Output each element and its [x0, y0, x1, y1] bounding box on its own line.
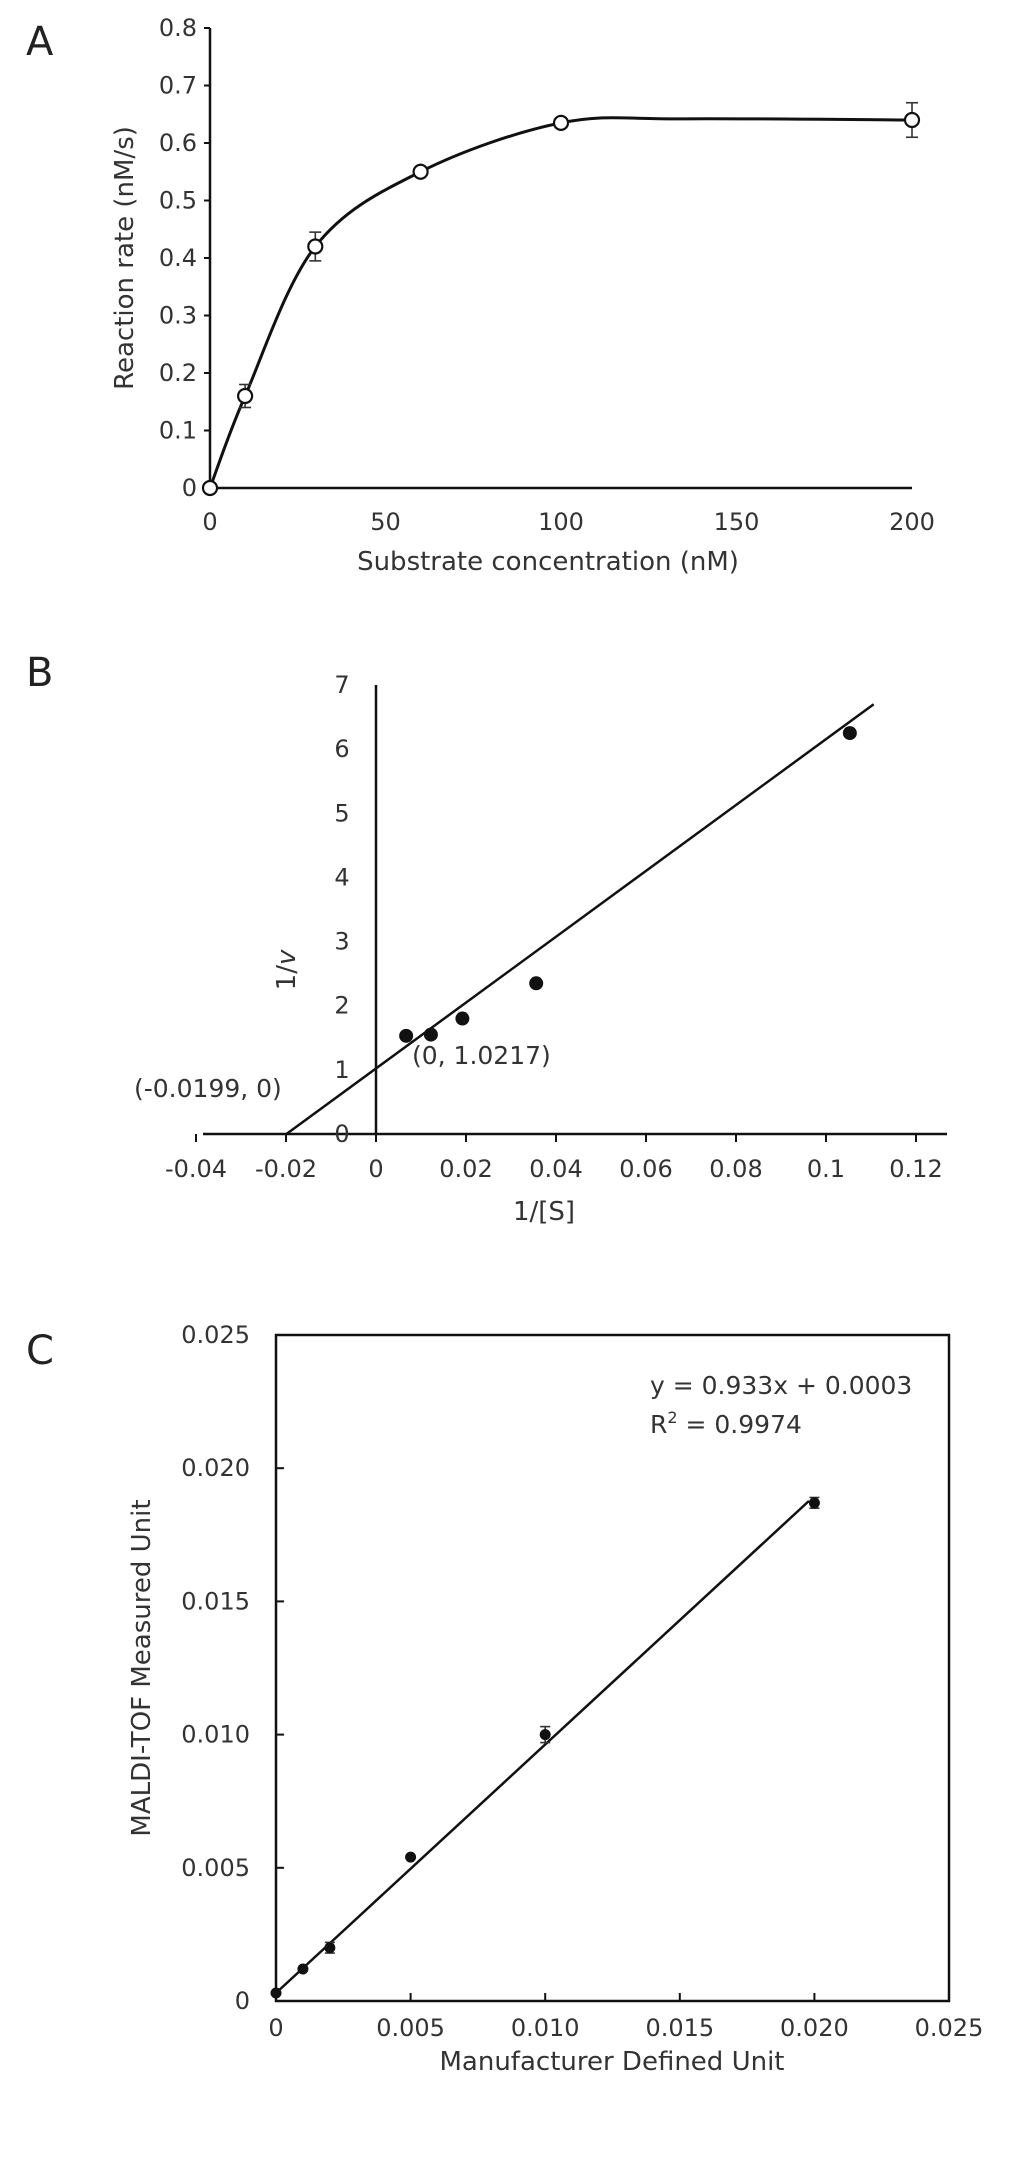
chart-a-point	[307, 238, 324, 255]
chart-c-x-tick-label: 0.005	[376, 2014, 445, 2042]
chart-c-y-label: MALDI-TOF Measured Unit	[127, 1499, 157, 1836]
chart-c-r2-sup: 2	[667, 1408, 677, 1427]
chart-b-y-tick-label: 5	[334, 799, 349, 827]
chart-b-point	[423, 1027, 438, 1042]
chart-b-y-tick-label: 4	[334, 863, 349, 891]
chart-c-fit-line	[275, 1499, 810, 1994]
chart-b-point	[399, 1028, 414, 1043]
chart-b-x-tick-label: 0.1	[807, 1155, 845, 1183]
chart-b-y-label-italic: v	[272, 949, 302, 965]
chart-c-point	[808, 1497, 820, 1509]
chart-c-y-tick-label: 0.010	[181, 1721, 250, 1749]
panel-label-a: A	[26, 19, 54, 65]
chart-c-point	[405, 1851, 417, 1863]
chart-b-y-tick-label: 3	[334, 928, 349, 956]
chart-a-x-tick-label: 50	[370, 508, 401, 536]
chart-b: B 0 1 2 3 4 5 6 7 -0.04 -0.02 0 0.02 0.04 0.06 0.08 0.1…	[26, 650, 947, 1227]
chart-a-y-tick-label: 0.6	[159, 129, 197, 157]
chart-c-point	[270, 1987, 282, 1999]
chart-a-x-tick-label: 150	[714, 508, 760, 536]
chart-c-point	[324, 1942, 336, 1954]
chart-a-point	[552, 114, 570, 131]
chart-c-r2: R2 = 0.9974	[650, 1408, 802, 1439]
chart-c-x-tick-label: 0.025	[915, 2014, 984, 2042]
panel-label-b: B	[26, 650, 53, 696]
chart-c: C 0 0.005 0.010 0.015 0.020 0.025 0 0.005 0.010 0…	[26, 1321, 983, 2077]
chart-c-y-tick-label: 0.020	[181, 1454, 250, 1482]
chart-b-annotation-x-intercept: (-0.0199, 0)	[134, 1074, 282, 1103]
chart-b-point	[529, 976, 544, 991]
chart-a-y-tick-label: 0.5	[159, 187, 197, 215]
chart-b-y-tick-label: 1	[334, 1056, 349, 1084]
chart-b-y-label: 1/v	[272, 949, 302, 990]
chart-b-x-tick-label: 0.02	[439, 1155, 492, 1183]
chart-a-x-label: Substrate concentration (nM)	[357, 547, 739, 577]
panel-label-c: C	[26, 1328, 54, 1374]
chart-a-fit-curve	[208, 116, 913, 489]
chart-a-y-tick-label: 0.2	[159, 359, 197, 387]
chart-b-y-tick-label: 0	[334, 1120, 349, 1148]
chart-c-equation: y = 0.933x + 0.0003	[650, 1371, 912, 1400]
chart-b-x-tick-label: 0.08	[709, 1155, 762, 1183]
chart-b-y-tick-label: 6	[334, 735, 349, 763]
chart-c-point	[297, 1963, 309, 1975]
chart-b-point	[842, 726, 857, 741]
chart-b-y-tick-label: 2	[334, 992, 349, 1020]
chart-a-y-tick-label: 0.3	[159, 302, 197, 330]
chart-c-point	[539, 1729, 551, 1741]
chart-c-x-tick-label: 0.015	[645, 2014, 714, 2042]
chart-b-y-label-prefix: 1/	[272, 965, 302, 991]
chart-b-x-label: 1/[S]	[513, 1197, 575, 1227]
chart-b-x-tick-label: -0.04	[165, 1155, 227, 1183]
chart-a-x-tick-label: 200	[889, 508, 935, 536]
chart-c-r2-prefix: R	[650, 1410, 667, 1439]
chart-a-y-tick-label: 0.8	[159, 14, 197, 42]
chart-b-x-tick-label: 0.06	[619, 1155, 672, 1183]
chart-c-y-tick-label: 0.015	[181, 1587, 250, 1615]
chart-a-point	[412, 163, 429, 180]
chart-c-r2-value: = 0.9974	[678, 1410, 802, 1439]
chart-c-y-tick-label: 0	[235, 1987, 250, 2015]
chart-b-x-tick-label: 0	[368, 1155, 383, 1183]
chart-b-annotation-y-intercept: (0, 1.0217)	[412, 1041, 551, 1070]
chart-c-y-tick-label: 0.025	[181, 1321, 250, 1349]
chart-b-x-tick-label: 0.12	[889, 1155, 942, 1183]
chart-c-x-label: Manufacturer Defined Unit	[439, 2047, 784, 2077]
chart-b-y-tick-label: 7	[334, 671, 349, 699]
chart-a-point	[237, 387, 254, 405]
chart-a-y-tick-label: 0.4	[159, 244, 197, 272]
chart-a-x-tick-label: 0	[202, 508, 217, 536]
chart-a-y-tick-label: 0.1	[159, 417, 197, 445]
chart-a-point	[903, 111, 921, 129]
chart-b-fit-line	[285, 703, 875, 1136]
chart-c-frame	[274, 1333, 951, 2003]
chart-c-y-tick-label: 0.005	[181, 1854, 250, 1882]
chart-b-x-tick-label: -0.02	[255, 1155, 317, 1183]
chart-b-x-tick-label: 0.04	[529, 1155, 582, 1183]
chart-b-point	[455, 1011, 470, 1026]
chart-c-x-tick-label: 0.020	[780, 2014, 849, 2042]
chart-c-x-tick-label: 0	[268, 2014, 283, 2042]
chart-a-point	[201, 479, 219, 497]
chart-a-y-tick-label: 0.7	[159, 72, 197, 100]
chart-a-y-label: Reaction rate (nM/s)	[110, 126, 140, 390]
chart-a: A 00.10.20.30.40.50.60.70.80 50 100 150 200 …	[26, 14, 935, 577]
chart-a-x-tick-label: 100	[538, 508, 584, 536]
chart-c-x-tick-label: 0.010	[511, 2014, 580, 2042]
chart-a-y-tick-label: 0	[182, 474, 197, 502]
